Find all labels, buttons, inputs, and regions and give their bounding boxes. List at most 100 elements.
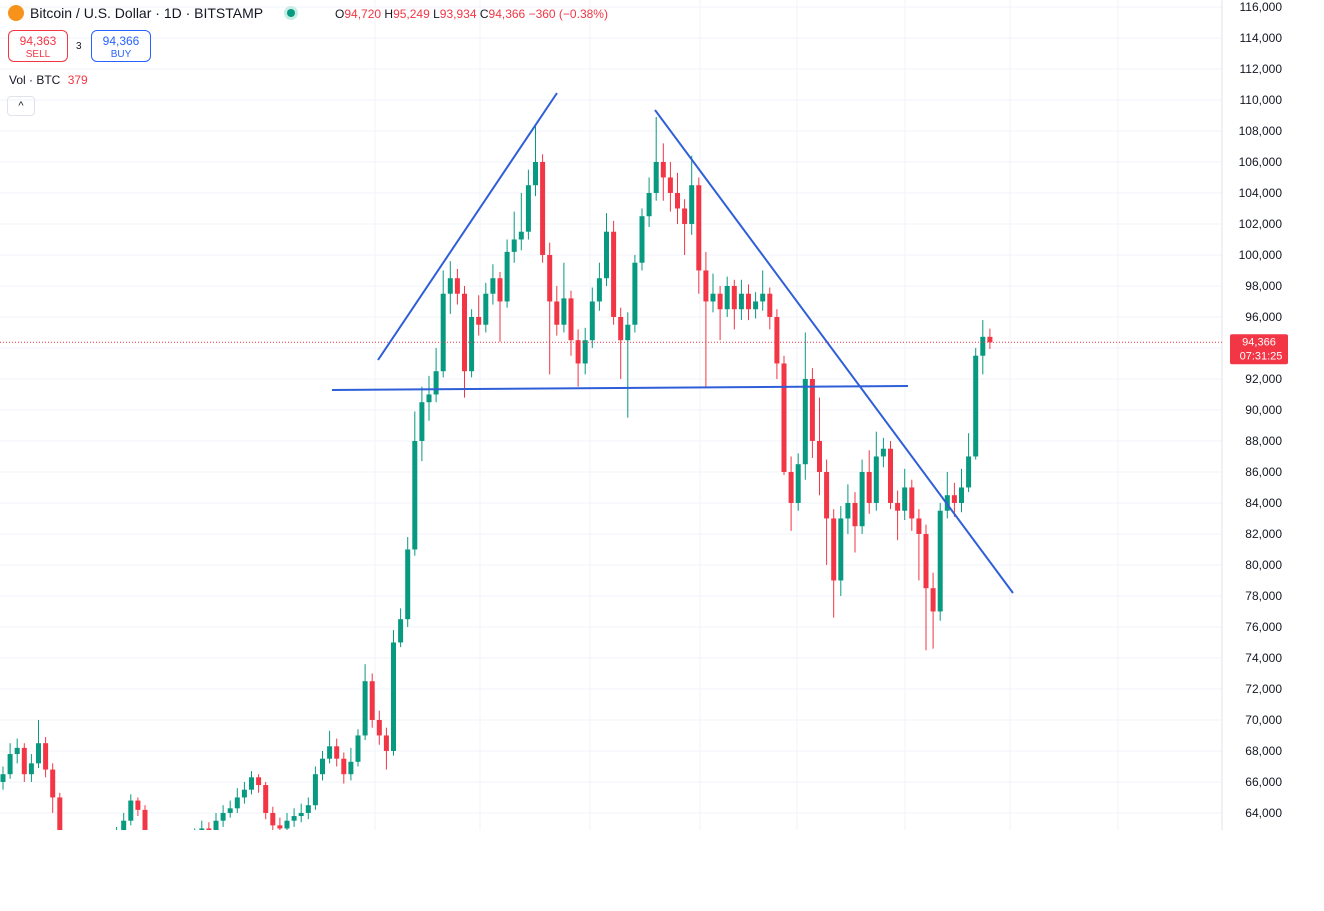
y-tick-label: 70,000 [1245, 713, 1282, 727]
sell-button[interactable]: 94,363 SELL [8, 30, 68, 62]
y-tick-label: 102,000 [1239, 217, 1283, 231]
y-tick-label: 104,000 [1239, 186, 1283, 200]
price-tag-label: 94,366 [1242, 336, 1276, 348]
y-tick-label: 64,000 [1245, 806, 1282, 820]
candle-body [504, 251, 510, 302]
candle-body [895, 502, 901, 511]
candle-body [135, 800, 141, 810]
y-tick-label: 98,000 [1245, 279, 1282, 293]
candle-body [185, 844, 190, 859]
candle-body [760, 293, 766, 302]
candle-body [888, 448, 893, 503]
candle-body [157, 859, 162, 867]
candle-body [312, 774, 318, 806]
candle-body [64, 844, 69, 875]
candle-body [348, 761, 354, 775]
y-tick-label: 90,000 [1245, 403, 1282, 417]
candle-body [937, 510, 943, 612]
y-tick-label: 76,000 [1245, 620, 1282, 634]
candle-body [824, 471, 830, 519]
candle-body [142, 809, 148, 830]
candle-body [518, 231, 524, 240]
candle-body [987, 336, 993, 343]
candle-body [959, 487, 964, 503]
y-tick-label: 100,000 [1239, 248, 1283, 262]
price-tag-countdown: 07:31:25 [1240, 350, 1283, 362]
candle-body [376, 719, 382, 736]
candle-body [419, 402, 425, 441]
candle-body [866, 471, 872, 503]
candle-body [660, 161, 666, 178]
candle-body [150, 836, 155, 859]
candle-body [753, 301, 759, 310]
candle-body [199, 828, 205, 830]
y-tick-label: 82,000 [1245, 527, 1282, 541]
quote-value: 94,366 [488, 7, 526, 21]
candle-body [21, 747, 27, 775]
candle-body [305, 805, 311, 813]
candle-body [703, 270, 709, 302]
candle-body [220, 812, 226, 821]
candle-body [746, 293, 751, 310]
y-tick-label: 92,000 [1245, 372, 1282, 386]
candle-body [50, 769, 56, 798]
candle-body [511, 239, 517, 252]
candle-body [447, 278, 453, 294]
y-tick-label: 78,000 [1245, 589, 1282, 603]
candle-body [795, 464, 801, 503]
candle-body [291, 816, 297, 821]
y-tick-label: 112,000 [1240, 62, 1283, 76]
candle-body [114, 836, 119, 844]
candle-body [845, 502, 851, 519]
quote-label: O [335, 7, 345, 21]
candle-body [809, 378, 815, 441]
candle-body [767, 293, 773, 317]
vertical-grid [374, 0, 1119, 830]
quote-value: 95,249 [393, 7, 430, 21]
candle-body [43, 743, 49, 770]
candle-body [689, 185, 695, 224]
candle-body [973, 355, 979, 457]
candle-body [859, 471, 865, 527]
candle-body [426, 394, 432, 403]
candle-body [497, 278, 503, 302]
candle-body [14, 747, 20, 755]
y-tick-label: 72,000 [1245, 682, 1282, 696]
quote-value: 94,720 [344, 7, 382, 21]
y-tick-label: 96,000 [1245, 310, 1282, 324]
volume-label: Vol · BTC [9, 73, 61, 87]
candle-body [241, 789, 247, 798]
candle-body [178, 844, 183, 852]
candle-body [263, 785, 269, 813]
y-tick-label: 108,000 [1239, 124, 1283, 138]
candle-body [731, 285, 737, 310]
quote-change: −360 (−0.38%) [528, 7, 608, 21]
candle-body [561, 298, 567, 325]
candle-body [164, 867, 169, 875]
candle-body [525, 185, 531, 232]
buy-button[interactable]: 94,366 BUY [91, 30, 151, 62]
price-axis: 64,000 66,000 68,000 70,000 72,000 74,000 76,0… [1230, 0, 1288, 820]
quote-value: 93,934 [439, 7, 477, 21]
candle-body [582, 340, 588, 364]
candle-body [831, 518, 837, 581]
candle-body [355, 735, 361, 762]
y-tick-label: 110,000 [1240, 93, 1283, 107]
sell-label: SELL [25, 49, 51, 60]
candle-body [604, 231, 609, 279]
candle-body [873, 456, 879, 503]
y-tick-label: 114,000 [1240, 31, 1283, 45]
candle-body [128, 800, 134, 821]
candles [0, 117, 1222, 875]
candle-body [298, 812, 304, 817]
collapse-button[interactable]: ^ [7, 96, 35, 116]
trend-line [377, 92, 558, 361]
y-tick-label: 86,000 [1245, 465, 1282, 479]
candle-body [249, 777, 254, 790]
candle-body [192, 836, 197, 859]
candle-body [454, 278, 460, 294]
trend-line [654, 109, 1014, 594]
candle-body [923, 533, 929, 589]
